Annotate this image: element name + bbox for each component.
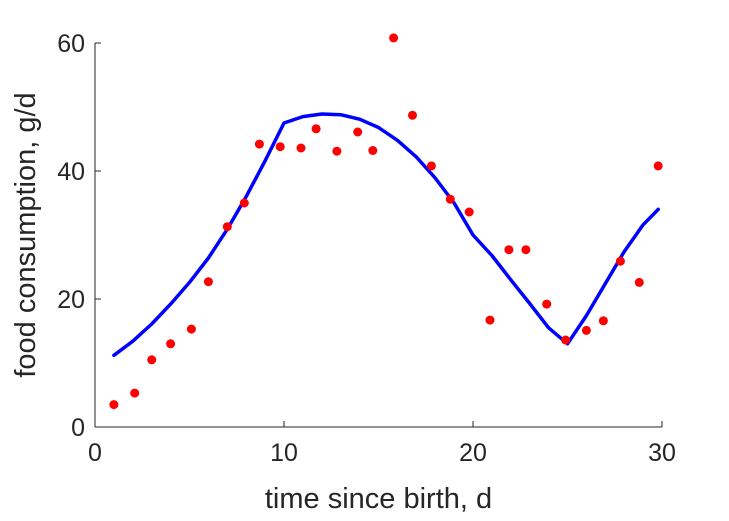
data-point [389,33,399,43]
axes [94,42,663,428]
y-tick-label: 20 [57,286,85,314]
y-axis-label: food consumption, g/d [10,92,42,377]
data-points-layer [109,33,663,410]
x-tick-label: 10 [270,439,298,467]
data-point [166,339,176,349]
data-point [464,207,474,217]
fit-line [112,112,660,358]
data-point [426,161,436,171]
data-point [296,143,306,153]
y-tick-label: 40 [57,158,85,186]
data-point [521,245,531,255]
data-point [581,325,591,335]
data-point [254,139,264,149]
data-point [239,198,249,208]
data-point [109,400,119,410]
x-tick-label: 30 [648,439,676,467]
tick-labels: 0 10 20 30 0 20 40 60 [57,30,676,467]
x-tick-label: 20 [459,439,487,467]
data-point [598,316,608,326]
data-point [485,315,495,325]
x-axis-label: time since birth, d [265,483,492,515]
data-point [615,256,625,266]
data-point [311,124,321,134]
data-point [408,110,417,120]
data-point [186,324,196,334]
y-tick-label: 0 [71,414,85,442]
data-point [653,161,663,171]
data-point [368,146,378,155]
data-point [332,146,342,156]
data-point [353,127,363,137]
data-point [203,277,213,287]
y-tick-label: 60 [57,30,85,58]
fit-line-layer [112,112,660,358]
data-point [147,355,157,365]
data-point [634,277,644,287]
data-point [542,299,552,309]
data-point [222,222,232,232]
x-tick-label: 0 [88,439,102,467]
data-point [130,388,140,398]
data-point [275,142,285,152]
data-point [445,194,455,204]
data-point [504,245,514,255]
data-point [561,335,571,345]
